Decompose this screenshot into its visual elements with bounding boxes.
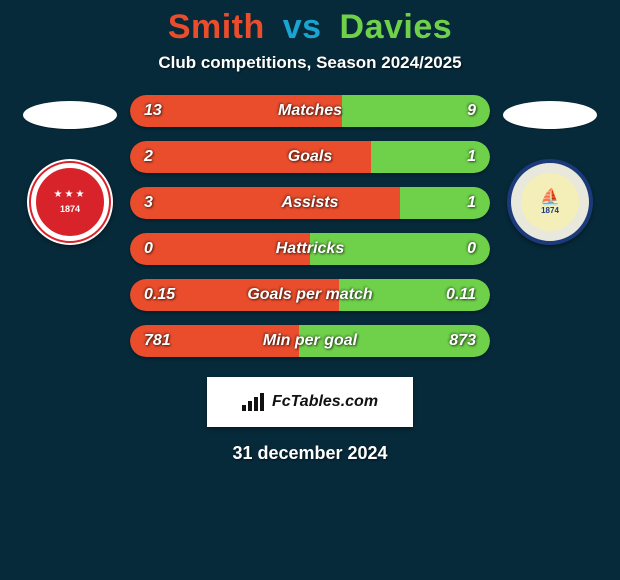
stat-label: Goals per match [130, 279, 490, 311]
stat-row: 00Hattricks [130, 233, 490, 265]
logo-bar-icon [248, 401, 252, 411]
stat-label: Goals [130, 141, 490, 173]
subtitle: Club competitions, Season 2024/2025 [0, 53, 620, 73]
stat-row: 31Assists [130, 187, 490, 219]
player1-name: Smith [168, 8, 265, 46]
player2-avatar-placeholder [503, 101, 597, 129]
infographic-root: Smith vs Davies Club competitions, Seaso… [0, 0, 620, 464]
player2-club-badge: ⛵ 1874 [507, 159, 593, 245]
stat-row: 0.150.11Goals per match [130, 279, 490, 311]
stat-row: 21Goals [130, 141, 490, 173]
player1-avatar-placeholder [23, 101, 117, 129]
badge-year: 1874 [60, 204, 80, 214]
player1-club-badge: ★★★ 1874 [27, 159, 113, 245]
logo-bar-icon [242, 405, 246, 411]
stat-label: Matches [130, 95, 490, 127]
vs-text: vs [283, 8, 322, 46]
stat-row: 139Matches [130, 95, 490, 127]
badge-inner: ★★★ 1874 [36, 168, 104, 236]
right-side: ⛵ 1874 [500, 95, 600, 245]
main-layout: ★★★ 1874 139Matches 21Goals 31Assists 00Hat… [0, 95, 620, 371]
logo-text: FcTables.com [272, 393, 378, 411]
left-side: ★★★ 1874 [20, 95, 120, 245]
badge-ship-icon: ⛵ [540, 190, 560, 206]
stat-label: Min per goal [130, 325, 490, 357]
stat-row: 781873Min per goal [130, 325, 490, 357]
title: Smith vs Davies [0, 8, 620, 47]
footer-date: 31 december 2024 [0, 443, 620, 464]
stats-panel: 139Matches 21Goals 31Assists 00Hattricks 0.1… [130, 95, 490, 371]
stat-label: Assists [130, 187, 490, 219]
fctables-logo: FcTables.com [207, 377, 413, 427]
logo-bar-icon [260, 393, 264, 411]
player2-name: Davies [340, 8, 453, 46]
badge-stars-icon: ★★★ [54, 190, 87, 200]
badge-inner: ⛵ 1874 [521, 173, 579, 231]
badge-year: 1874 [541, 206, 559, 215]
stat-label: Hattricks [130, 233, 490, 265]
logo-bar-icon [254, 397, 258, 411]
logo-bars-icon [242, 393, 266, 411]
